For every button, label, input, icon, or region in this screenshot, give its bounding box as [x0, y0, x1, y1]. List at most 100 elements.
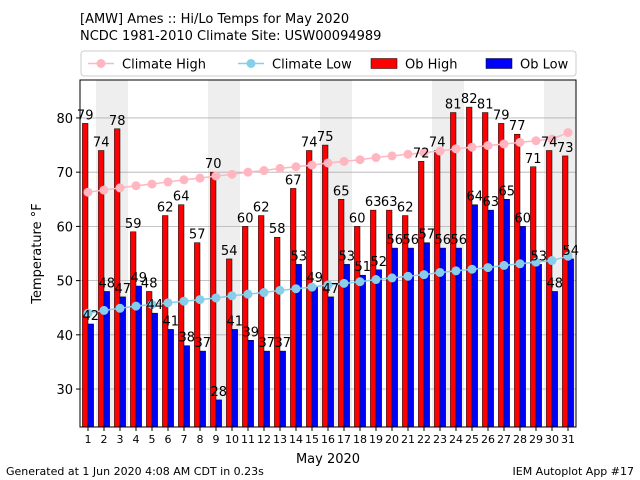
climate-low-point [115, 303, 125, 313]
bar-ob-high [434, 150, 441, 428]
bar-ob-high [370, 209, 377, 428]
data-label-ob-high: 64 [173, 190, 190, 205]
bar-ob-low [343, 264, 350, 428]
bar-ob-low [263, 350, 270, 428]
climate-low-point [403, 271, 413, 281]
climate-low-point [99, 305, 109, 315]
data-label-ob-high: 63 [381, 195, 398, 210]
climate-low-point [451, 266, 461, 276]
data-label-ob-low: 51 [355, 260, 372, 275]
climate-high-point [179, 175, 189, 185]
bar-ob-high [498, 123, 505, 428]
climate-high-point [83, 187, 93, 197]
data-label-ob-high: 81 [445, 98, 462, 113]
data-label-ob-low: 53 [291, 249, 308, 264]
x-tick-label: 10 [225, 433, 239, 446]
data-label-ob-low: 44 [147, 298, 164, 313]
x-tick-label: 7 [181, 433, 188, 446]
climate-high-point [307, 160, 317, 170]
legend: Climate High Climate Low Ob High Ob Low [80, 50, 577, 77]
bar-ob-low [311, 285, 318, 428]
x-tick-label: 23 [433, 433, 447, 446]
data-label-ob-low: 48 [99, 276, 116, 291]
data-label-ob-low: 37 [195, 336, 212, 351]
bar-ob-high [530, 166, 537, 428]
x-tick-label: 3 [117, 433, 124, 446]
data-label-ob-high: 78 [109, 114, 126, 129]
data-label-ob-high: 74 [93, 135, 110, 150]
x-tick-label: 20 [385, 433, 399, 446]
bar-ob-high [194, 242, 201, 428]
data-label-ob-low: 42 [83, 309, 100, 324]
x-tick-label: 26 [481, 433, 495, 446]
x-tick-label: 11 [241, 433, 255, 446]
data-label-ob-high: 74 [301, 135, 318, 150]
data-label-ob-low: 53 [531, 249, 548, 264]
data-label-ob-high: 74 [541, 135, 558, 150]
data-label-ob-high: 54 [221, 244, 238, 259]
bar-ob-low [231, 329, 238, 428]
climate-high-point [291, 162, 301, 172]
bar-ob-low [503, 199, 510, 428]
legend-marker-climate-low [246, 59, 256, 68]
climate-low-point [563, 251, 573, 261]
legend-swatch-ob-low [485, 58, 513, 69]
climate-low-point [227, 291, 237, 301]
x-tick-label: 15 [305, 433, 319, 446]
climate-low-point [291, 284, 301, 294]
y-tick-label: 50 [56, 275, 73, 290]
climate-low-point [371, 275, 381, 285]
data-label-ob-low: 38 [179, 331, 196, 346]
data-label-ob-low: 56 [387, 233, 404, 248]
bar-ob-high [258, 215, 265, 428]
bar-ob-high [354, 226, 361, 428]
bar-ob-high [562, 155, 569, 428]
data-label-ob-high: 57 [189, 228, 206, 243]
climate-low-point [435, 267, 445, 277]
climate-low-point [83, 308, 93, 318]
data-label-ob-high: 58 [269, 222, 286, 237]
data-label-ob-low: 54 [563, 244, 580, 259]
bar-ob-low [247, 340, 254, 428]
data-label-ob-high: 67 [285, 173, 302, 188]
legend-box [80, 50, 577, 77]
bar-ob-high [114, 128, 121, 428]
data-label-ob-low: 65 [499, 184, 516, 199]
data-label-ob-high: 81 [477, 98, 494, 113]
climate-high-point [403, 149, 413, 159]
data-label-ob-high: 72 [413, 146, 430, 161]
climate-high-point [355, 155, 365, 165]
climate-high-point [195, 173, 205, 183]
x-tick-label: 24 [449, 433, 463, 446]
data-label-ob-low: 47 [115, 282, 132, 297]
y-tick-label: 40 [56, 329, 73, 344]
climate-high-point [115, 183, 125, 193]
data-label-ob-low: 56 [435, 233, 452, 248]
climate-low-point [195, 295, 205, 305]
data-label-ob-high: 60 [349, 211, 366, 226]
climate-high-point [339, 156, 349, 166]
climate-low-point [499, 260, 509, 270]
data-label-ob-high: 65 [333, 184, 350, 199]
climate-high-point [563, 128, 573, 138]
climate-high-point [147, 179, 157, 189]
bar-ob-high [514, 133, 521, 428]
x-tick-label: 30 [545, 433, 559, 446]
data-label-ob-high: 62 [253, 201, 270, 216]
climate-low-point [179, 296, 189, 306]
x-tick-label: 29 [529, 433, 543, 446]
data-label-ob-high: 79 [77, 108, 94, 123]
climate-low-point [547, 256, 557, 266]
data-label-ob-high: 82 [461, 92, 478, 107]
climate-low-point [339, 278, 349, 288]
footer-app: IEM Autoplot App #17 [512, 465, 635, 478]
x-tick-label: 12 [257, 433, 271, 446]
y-tick-label: 60 [56, 220, 73, 235]
climate-low-point [259, 288, 269, 298]
climate-low-point [243, 289, 253, 299]
climate-high-point [99, 185, 109, 195]
climate-high-point [275, 163, 285, 173]
bar-ob-high [82, 123, 89, 428]
chart-title: [AMW] Ames :: Hi/Lo Temps for May 2020 [80, 12, 350, 27]
data-label-ob-high: 70 [205, 157, 222, 172]
